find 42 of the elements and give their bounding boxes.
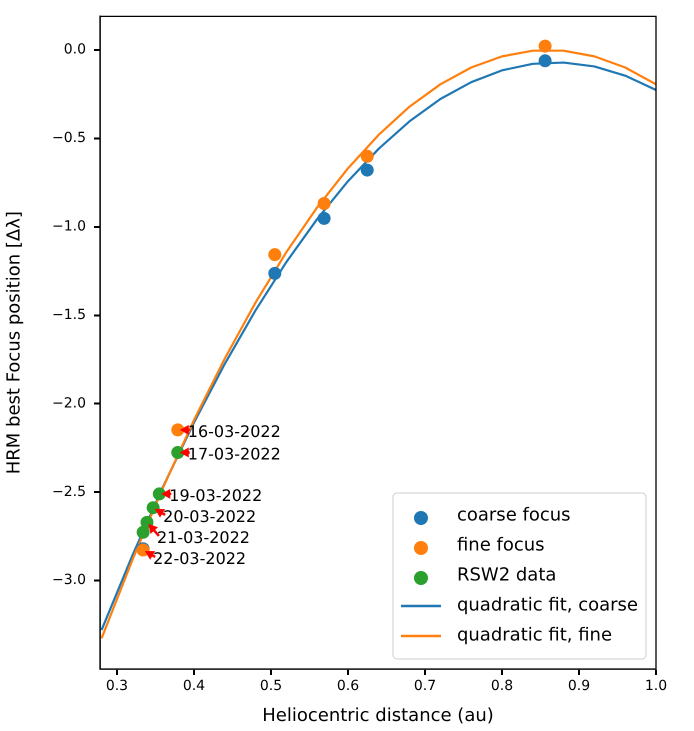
- annotation: 20-03-2022: [163, 506, 256, 526]
- x-tick-label: 1.0: [644, 678, 668, 694]
- point: [171, 446, 184, 460]
- point: [318, 197, 331, 210]
- point: [538, 54, 552, 68]
- point: [268, 266, 282, 280]
- x-tick-label: 0.4: [182, 678, 206, 694]
- annotation: 21-03-2022: [156, 528, 250, 547]
- point: [146, 501, 160, 514]
- x-tick-label: 0.3: [106, 678, 128, 694]
- y-tick-label: −2.5: [52, 484, 86, 500]
- y-axis-title: HRM best Focus position [Δλ]: [3, 211, 24, 474]
- y-tick-label: 0.0: [64, 42, 86, 58]
- legend-label: RSW2 data: [456, 564, 556, 586]
- point: [152, 487, 166, 500]
- x-tick-label: 0.9: [568, 678, 590, 694]
- legend-label: fine focus: [456, 534, 545, 556]
- y-tick-label: −1.5: [52, 306, 86, 323]
- legend-label: coarse focus: [456, 504, 571, 526]
- y-tick-label: −2.0: [52, 395, 86, 412]
- x-tick-label: 0.8: [490, 678, 514, 694]
- y-tick-label: −1.0: [52, 218, 86, 234]
- x-tick-label: 0.6: [336, 678, 360, 694]
- point: [140, 516, 154, 529]
- legend-label: quadratic fit, fine: [456, 624, 612, 646]
- annotation: 17-03-2022: [188, 444, 281, 464]
- point: [171, 423, 184, 436]
- annotation: 16-03-2022: [188, 422, 281, 441]
- point: [318, 212, 331, 225]
- point: [136, 526, 150, 539]
- annotation: 22-03-2022: [153, 548, 246, 568]
- x-axis-title: Heliocentric distance (au): [262, 704, 494, 726]
- x-tick-label: 0.5: [260, 678, 282, 694]
- y-tick-label: −3.0: [52, 572, 86, 588]
- point: [360, 150, 374, 163]
- x-tick-label: 0.7: [414, 678, 436, 694]
- y-tick-label: −0.5: [52, 130, 86, 146]
- point: [268, 248, 282, 262]
- point: [360, 164, 374, 177]
- point: [538, 40, 552, 53]
- legend-label: quadratic fit, coarse: [456, 594, 638, 616]
- annotation: 19-03-2022: [169, 486, 262, 505]
